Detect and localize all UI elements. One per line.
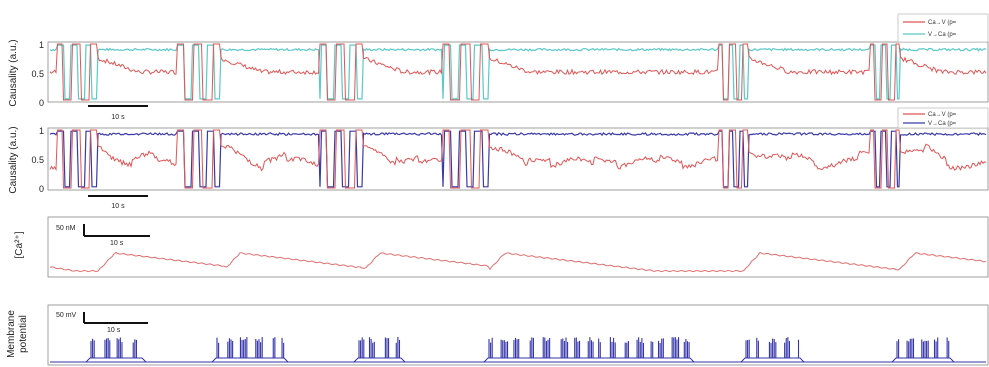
series-v-ca-2 xyxy=(49,130,987,188)
burst-plateau xyxy=(353,357,406,363)
spike-burst-1 xyxy=(85,337,147,363)
burst-plateau xyxy=(740,357,805,363)
spike-burst-6 xyxy=(891,337,955,363)
ylabel-4-line1: Membrane xyxy=(6,310,17,358)
ytick-2-top: 1 xyxy=(39,126,44,136)
panel-calcium: [Ca²⁺] 50 nM 10 s xyxy=(14,216,989,278)
ylabel-1: Causality (a.u.) xyxy=(8,39,19,106)
legend-1: Ca→V (p= V→Ca (p= xyxy=(897,13,989,43)
spike-burst-5 xyxy=(740,337,805,363)
panel-causality-2: Causality (a.u.) 1 0.5 0 Ca→V (p= V→Ca (… xyxy=(8,107,989,210)
burst-plateau xyxy=(483,357,695,363)
ylabel-3: [Ca²⁺] xyxy=(14,231,25,258)
ca-v-line xyxy=(49,43,987,101)
scalebar-3-x-label: 10 s xyxy=(110,240,124,247)
legend-1-red-label: Ca→V (p= xyxy=(928,20,957,26)
scalebar-3-y-label: 50 nM xyxy=(56,225,76,232)
ytick-2-bottom: 0 xyxy=(39,184,44,194)
scalebar-2-label: 10 s xyxy=(111,203,125,210)
axes-frame-4 xyxy=(47,304,989,366)
legend-2: Ca→V (p= V→Ca (p= xyxy=(897,107,989,129)
panel-membrane: Membrane potential 50 mV 10 s xyxy=(6,304,989,366)
spike-burst-2 xyxy=(211,337,289,363)
scalebar-4-x-label: 10 s xyxy=(107,327,121,334)
legend-2-blue-label: V→Ca (p= xyxy=(928,121,957,127)
v-ca-line xyxy=(49,44,987,100)
scalebar-3: 50 nM 10 s xyxy=(56,224,150,247)
axes-frame-2 xyxy=(47,127,989,191)
spike-burst-4 xyxy=(483,337,695,363)
burst-plateau xyxy=(211,357,289,363)
ytick-1-bottom: 0 xyxy=(39,98,44,108)
axes-frame-1 xyxy=(47,41,989,103)
ylabel-2: Causality (a.u.) xyxy=(8,126,19,193)
scalebar-4: 50 mV 10 s xyxy=(56,312,148,334)
spike-burst-3 xyxy=(353,337,406,363)
ytick-2-mid: 0.5 xyxy=(31,155,44,165)
v-ca-line xyxy=(49,130,987,188)
ytick-1-mid: 0.5 xyxy=(31,69,44,79)
burst-plateau xyxy=(891,357,955,363)
panel-causality-1: Causality (a.u.) 1 0.5 0 Ca→V (p= V→Ca (… xyxy=(8,13,989,121)
legend-1-cyan-label: V→Ca (p= xyxy=(928,32,957,38)
scalebar-1-label: 10 s xyxy=(111,114,125,121)
calcium-trace xyxy=(49,251,987,273)
ca-v-line xyxy=(49,129,987,189)
spike-trains xyxy=(50,337,986,363)
ytick-1-top: 1 xyxy=(39,40,44,50)
series-ca-v-2 xyxy=(49,129,987,189)
axes-frame-3 xyxy=(47,216,989,278)
ylabel-4-line2: potential xyxy=(18,315,29,353)
burst-plateau xyxy=(85,357,147,363)
legend-1-box xyxy=(897,13,989,43)
series-ca-v-1 xyxy=(49,43,987,101)
series-v-ca-1 xyxy=(49,44,987,100)
scalebar-4-y-label: 50 mV xyxy=(56,312,77,319)
legend-2-red-label: Ca→V (p= xyxy=(928,112,957,118)
